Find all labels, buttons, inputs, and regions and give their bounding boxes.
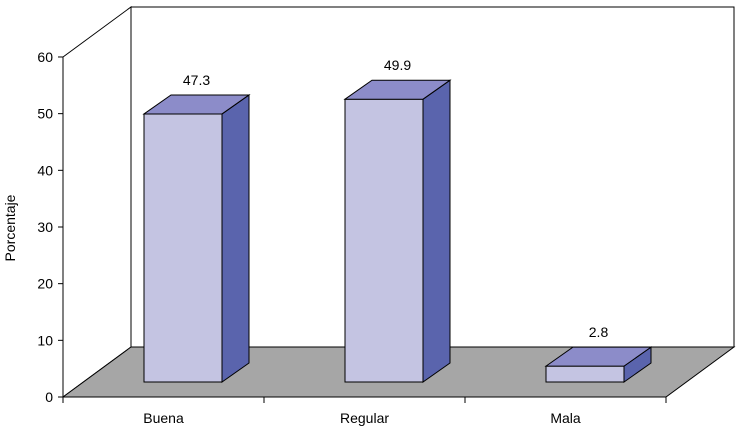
y-tick-label: 40: [37, 162, 53, 178]
y-tick-label: 20: [37, 276, 53, 292]
data-label: 49.9: [384, 57, 411, 73]
x-axis: Buena Regular Mala: [62, 396, 667, 426]
bar-regular: 49.9: [343, 57, 452, 383]
y-tick-label: 30: [37, 219, 53, 235]
bar-buena: 47.3: [142, 72, 251, 383]
bar-side: [422, 79, 451, 383]
y-axis-label: Porcentaje: [2, 194, 18, 261]
y-tick-label: 60: [37, 49, 53, 65]
bar-front: [344, 98, 424, 383]
x-tick-label: Mala: [550, 410, 581, 426]
y-axis: 0 10 20 30 40 50 60: [37, 49, 64, 405]
data-label: 47.3: [183, 72, 210, 88]
y-tick-label: 10: [37, 332, 53, 348]
bar-front: [545, 365, 625, 383]
y-tick-label: 0: [45, 389, 53, 405]
bar-top: [544, 346, 653, 367]
bar-top: [343, 79, 452, 100]
x-tick-label: Buena: [143, 410, 184, 426]
bars: 47.3 49.9 2.8: [142, 57, 653, 383]
x-tick-label: Regular: [340, 410, 389, 426]
bar-side: [221, 93, 250, 383]
bar-mala: 2.8: [544, 324, 653, 383]
y-tick-label: 50: [37, 106, 53, 122]
bar-top: [142, 94, 251, 115]
side-wall: [62, 5, 132, 398]
data-label: 2.8: [589, 324, 609, 340]
bar-front: [143, 113, 223, 383]
